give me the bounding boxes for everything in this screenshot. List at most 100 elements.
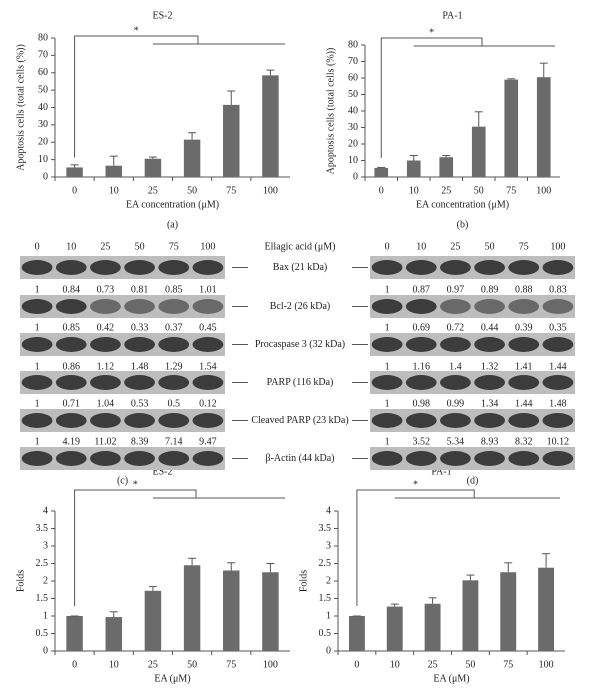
blot-band: [474, 299, 505, 314]
bar: [504, 79, 519, 177]
band-quantification: 8.32: [515, 436, 533, 447]
y-tick-label: 80: [38, 32, 48, 43]
y-tick-label: 60: [348, 72, 358, 83]
band-label: Bcl-2 (26 kDa): [270, 301, 331, 312]
band-quantification: 1: [385, 284, 390, 295]
bar: [262, 75, 279, 177]
y-tick-label: 2.5: [36, 558, 49, 569]
y-tick-label: 40: [348, 105, 358, 116]
significance-mark: *: [133, 479, 138, 490]
blot-band: [158, 413, 190, 428]
lane-label: 50: [135, 241, 145, 252]
x-tick-label: 100: [536, 185, 551, 196]
band-quantification: 1.29: [165, 361, 183, 372]
blot-band: [508, 337, 540, 352]
band-quantification: 1.34: [481, 398, 499, 409]
y-tick-label: 50: [348, 89, 358, 100]
bar: [183, 139, 201, 177]
blot-band: [440, 337, 471, 352]
band-quantification: 0.73: [97, 284, 115, 295]
blot-band: [474, 375, 505, 390]
blot-band: [90, 375, 121, 390]
blot-band: [55, 260, 87, 275]
bar: [144, 158, 162, 177]
band-quantification: 7.14: [165, 436, 183, 447]
bar: [223, 104, 240, 177]
blot-band: [542, 260, 574, 275]
blot-band: [542, 451, 574, 466]
blot-band: [508, 413, 540, 428]
x-tick-label: 25: [148, 659, 158, 670]
lane-label: 75: [169, 241, 179, 252]
x-axis-label: EA concentration (μM): [416, 199, 509, 210]
blot-band: [21, 375, 53, 390]
band-label: PARP (116 kDa): [267, 377, 334, 388]
band-quantification: 0.35: [549, 322, 567, 333]
chart-title: PA-1: [431, 466, 451, 477]
x-tick-label: 0: [72, 659, 77, 670]
bar: [424, 603, 441, 651]
chart-title: ES-2: [153, 10, 173, 21]
blot-band: [440, 299, 471, 314]
y-tick-label: 60: [38, 67, 48, 78]
band-quantification: 0.88: [515, 284, 533, 295]
x-tick-label: 75: [506, 185, 516, 196]
blot-band: [124, 375, 155, 390]
blot-band: [371, 451, 403, 466]
blot-band: [124, 451, 155, 466]
band-quantification: 1.04: [97, 398, 115, 409]
y-tick-label: 80: [348, 39, 358, 50]
blot-band: [405, 413, 437, 428]
band-quantification: 3.52: [413, 436, 431, 447]
x-tick-label: 50: [187, 659, 197, 670]
x-tick-label: 10: [109, 659, 119, 670]
significance-bracket: [74, 489, 197, 606]
significance-mark: *: [413, 479, 418, 490]
blot-band: [440, 375, 471, 390]
y-axis-label: Apoptosis cells (total cells (%)): [15, 44, 26, 171]
blot-band: [158, 299, 190, 314]
band-quantification: 1: [35, 322, 40, 333]
blot-band: [508, 299, 540, 314]
y-tick-label: 3: [43, 540, 48, 551]
y-tick-label: 0.5: [36, 628, 49, 639]
y-tick-label: 0: [43, 645, 48, 656]
blot-band: [474, 260, 505, 275]
y-tick-label: 2.5: [319, 558, 332, 569]
x-tick-label: 25: [148, 185, 158, 196]
x-tick-label: 100: [263, 185, 278, 196]
band-quantification: 0.86: [63, 361, 81, 372]
x-axis-label: EA (μM): [154, 673, 190, 684]
blot-band: [542, 375, 574, 390]
blot-band: [158, 337, 190, 352]
x-axis-label: EA (μM): [433, 673, 469, 684]
band-quantification: 0.99: [447, 398, 465, 409]
blot-band: [371, 413, 403, 428]
blot-band: [542, 413, 574, 428]
blot-band: [508, 260, 540, 275]
y-tick-label: 3: [326, 540, 331, 551]
significance-bracket: [74, 35, 199, 158]
significance-mark: *: [429, 27, 434, 38]
y-tick-label: 0: [326, 645, 331, 656]
blot-band: [474, 337, 505, 352]
x-tick-label: 25: [428, 659, 438, 670]
y-tick-label: 70: [38, 50, 48, 61]
band-quantification: 5.34: [447, 436, 465, 447]
blot-band: [158, 451, 190, 466]
y-tick-label: 20: [348, 138, 358, 149]
band-quantification: 1: [35, 284, 40, 295]
blot-band: [192, 375, 224, 390]
band-label: Cleaved PARP (23 kDa): [251, 415, 348, 426]
x-tick-label: 50: [474, 185, 484, 196]
blot-band: [371, 375, 403, 390]
band-quantification: 1: [385, 398, 390, 409]
band-label: Bax (21 kDa): [273, 262, 327, 273]
x-tick-label: 50: [187, 185, 197, 196]
blot-band: [542, 299, 574, 314]
significance-bracket: [356, 489, 475, 606]
band-quantification: 0.85: [165, 284, 183, 295]
blot-band: [371, 299, 403, 314]
bar: [183, 565, 201, 651]
blot-header: Ellagic acid (μM): [265, 241, 336, 252]
